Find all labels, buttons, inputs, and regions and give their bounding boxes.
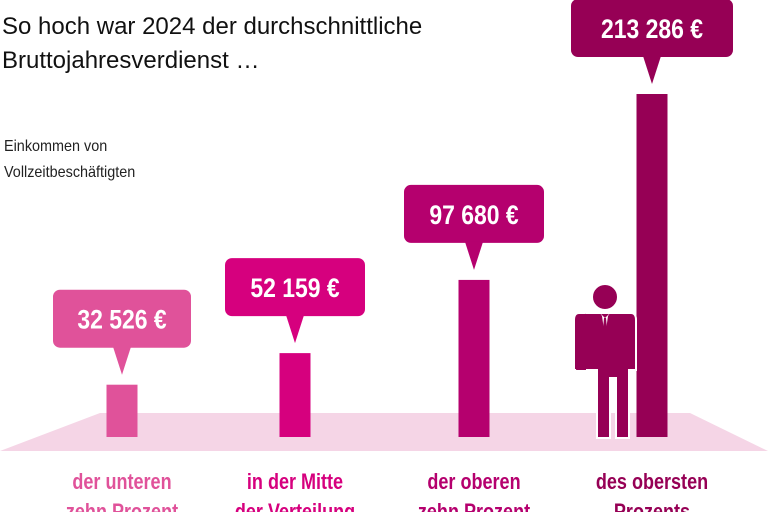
- subtitle-line-2: Vollzeitbeschäftigten: [4, 164, 136, 181]
- person-icon: [573, 283, 637, 439]
- chart-title: So hoch war 2024 der durchschnittliche Br…: [2, 10, 422, 78]
- category-label: der unteren: [72, 470, 171, 494]
- bubble-box: [571, 0, 733, 57]
- bubble-box: [53, 289, 191, 348]
- value-bubble: 213 286 €: [571, 0, 733, 84]
- bubble-pointer: [643, 56, 661, 84]
- category-label: Prozents: [614, 500, 690, 512]
- bubble-pointer: [286, 315, 304, 344]
- bubble-box: [225, 258, 365, 317]
- value-bubble: 32 526 €: [53, 289, 191, 375]
- category-label: zehn Prozent: [66, 500, 178, 512]
- value-label: 97 680 €: [429, 200, 518, 230]
- chart-subtitle: Einkommen von Vollzeitbeschäftigten: [4, 134, 135, 186]
- category-label: der oberen: [427, 470, 520, 494]
- bubble-pointer: [113, 346, 131, 375]
- bar: [458, 279, 490, 437]
- value-bubble: 97 680 €: [404, 184, 544, 270]
- floor-plane: [0, 413, 768, 451]
- title-line-2: Bruttojahresverdienst …: [2, 47, 260, 74]
- category-label: der Verteilung: [235, 500, 355, 512]
- value-label: 32 526 €: [77, 305, 166, 335]
- category-label: zehn Prozent: [418, 500, 530, 512]
- value-label: 52 159 €: [250, 273, 339, 303]
- subtitle-line-1: Einkommen von: [4, 138, 108, 155]
- title-line-1: So hoch war 2024 der durchschnittliche: [2, 13, 423, 40]
- bubble-pointer: [465, 241, 483, 270]
- bubble-box: [404, 184, 544, 243]
- bar: [279, 353, 311, 437]
- bar: [106, 384, 138, 437]
- category-label: des obersten: [596, 470, 708, 494]
- category-label: in der Mitte: [247, 470, 343, 494]
- value-bubble: 52 159 €: [225, 258, 365, 344]
- bar: [636, 94, 668, 437]
- value-label: 213 286 €: [601, 14, 703, 44]
